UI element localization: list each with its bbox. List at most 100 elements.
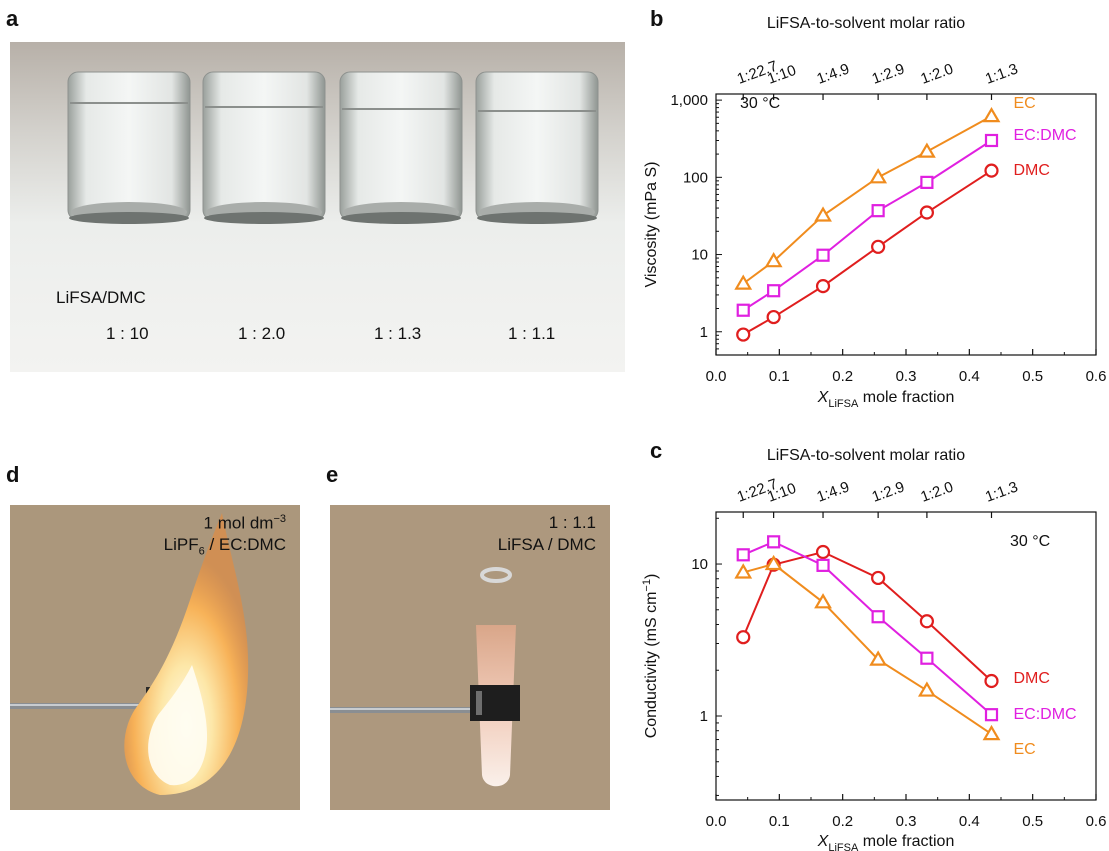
top-tick-label-b-3: 1:2.9 [870,60,907,87]
temperature-annotation-b: 30 °C [740,95,780,112]
series-line-c-ec-dmc [742,540,993,716]
data-point-c-ec-dmc-0 [736,548,750,562]
data-point-c-ec-dmc-2 [816,558,830,572]
x-tick-label-c-1: 0.1 [769,813,790,830]
x-tick-label-b-2: 0.2 [832,368,853,385]
flame-d-line1: 1 mol dm−3 [203,513,286,533]
series-label-c-ec-dmc: EC:DMC [1014,706,1077,723]
series-label-c-dmc: DMC [1014,670,1050,687]
data-point-c-ec-dmc-1 [767,535,781,549]
top-tick-label-b-5: 1:1.3 [983,60,1020,87]
series-line-b-dmc [742,169,993,336]
top-tick-label-c-1: 1:10 [765,480,798,506]
flame-e-line2: LiFSA / DMC [497,535,596,554]
x-tick-label-c-2: 0.2 [832,813,853,830]
x-tick-label-b-3: 0.3 [896,368,917,385]
top-tick-label-b-1: 1:10 [765,62,798,88]
data-point-b-ec-dmc-4 [920,175,934,189]
data-point-b-ec-4 [917,142,936,158]
data-point-b-dmc-5 [984,163,999,178]
data-point-c-ec-5 [982,724,1001,741]
ratio-label-1: 1 : 10 [106,324,149,343]
series-line-c-dmc [742,550,993,682]
panel-letter-c: c [650,438,663,463]
data-point-b-ec-5 [982,106,1001,123]
data-point-b-ec-dmc-2 [816,248,830,262]
top-tick-label-c-0: 1:22.7 [735,476,780,506]
y-tick-label-b-1: 10 [691,247,708,264]
data-point-b-ec-dmc-1 [767,284,781,298]
data-point-c-dmc-4 [919,614,935,629]
data-point-c-ec-1 [764,554,783,571]
vials-label: LiFSA/DMC [56,288,146,307]
plot-frame-c [715,511,1097,801]
vials-photo: LiFSA/DMC 1 : 10 1 : 2.0 1 : 1.3 1 : 1.1 [10,42,625,372]
top-tick-label-b-4: 1:2.0 [918,60,955,87]
data-point-c-dmc-1 [766,557,781,572]
x-tick-label-c-0: 0.0 [706,813,727,830]
top-tick-label-b-0: 1:22.7 [735,58,780,88]
plot-frame-b [715,93,1097,356]
series-label-c-ec: EC [1014,741,1036,758]
flame-test-photo-lifsa: 1 : 1.1 LiFSA / DMC [330,505,610,810]
vial-3 [339,71,463,224]
top-tick-label-c-4: 1:2.0 [918,478,955,505]
x-tick-label-b-6: 0.6 [1086,368,1107,385]
panel-letter-e: e [326,462,339,487]
vial-4 [475,71,599,224]
x-tick-label-b-5: 0.5 [1022,368,1043,385]
ratio-label-3: 1 : 1.3 [374,324,422,343]
x-tick-label-c-3: 0.3 [896,813,917,830]
y-tick-label-c-0: 1 [700,708,708,725]
y-tick-label-c-1: 10 [691,556,708,573]
data-point-c-ec-dmc-3 [871,610,885,624]
temperature-annotation-c: 30 °C [1010,533,1050,550]
data-point-b-ec-1 [764,252,783,268]
y-tick-label-b-3: 1,000 [670,92,708,109]
series-line-b-ec-dmc [742,139,993,312]
data-point-b-ec-2 [814,206,832,222]
vial-2 [202,71,326,224]
x-tick-label-c-4: 0.4 [959,813,980,830]
data-point-b-dmc-3 [871,239,886,254]
data-point-b-ec-dmc-3 [871,204,885,218]
data-point-c-ec-0 [734,563,753,579]
data-point-c-dmc-5 [984,673,999,689]
data-point-b-dmc-2 [815,279,831,294]
x-tick-label-b-0: 0.0 [706,368,727,385]
data-point-b-dmc-4 [919,205,935,220]
data-point-b-dmc-1 [766,309,781,325]
flame-test-photo-lipf6: 1 mol dm−3 LiPF6 / EC:DMC [10,505,300,810]
series-line-c-ec [742,562,993,735]
top-tick-label-b-2: 1:4.9 [815,60,852,87]
x-tick-label-c-6: 0.6 [1086,813,1107,830]
data-point-c-dmc-3 [871,570,886,586]
ratio-label-4: 1 : 1.1 [508,324,556,343]
x-tick-label-c-5: 0.5 [1022,813,1043,830]
series-label-b-ec: EC [1014,95,1036,112]
flame-d-line2: LiPF6 / EC:DMC [163,535,286,558]
top-tick-label-c-5: 1:1.3 [983,478,1020,505]
vial-1 [67,71,191,224]
data-point-c-ec-dmc-5 [984,708,999,722]
top-axis-title-b: LiFSA-to-solvent molar ratio [767,15,965,32]
data-point-c-dmc-2 [815,544,831,560]
panel-letter-a: a [6,6,19,31]
data-point-b-ec-dmc-5 [984,133,999,148]
data-point-b-dmc-0 [736,327,751,342]
ratio-label-2: 1 : 2.0 [238,324,286,343]
y-tick-label-b-0: 1 [700,324,708,341]
series-label-b-dmc: DMC [1014,162,1050,179]
x-axis-label-c: XLiFSA mole fraction [817,833,955,851]
data-point-b-ec-0 [734,274,753,290]
data-point-b-ec-dmc-0 [736,303,750,317]
data-point-b-ec-3 [869,168,888,184]
flame-e-line1: 1 : 1.1 [548,513,596,532]
top-tick-label-c-3: 1:2.9 [870,478,907,505]
panel-letter-b: b [650,6,664,31]
series-line-b-ec [742,115,992,285]
panel-letter-d: d [6,462,20,487]
data-point-c-ec-4 [917,681,936,697]
y-axis-label-b: Viscosity (mPa S) [643,162,660,288]
x-tick-label-b-4: 0.4 [959,368,980,385]
